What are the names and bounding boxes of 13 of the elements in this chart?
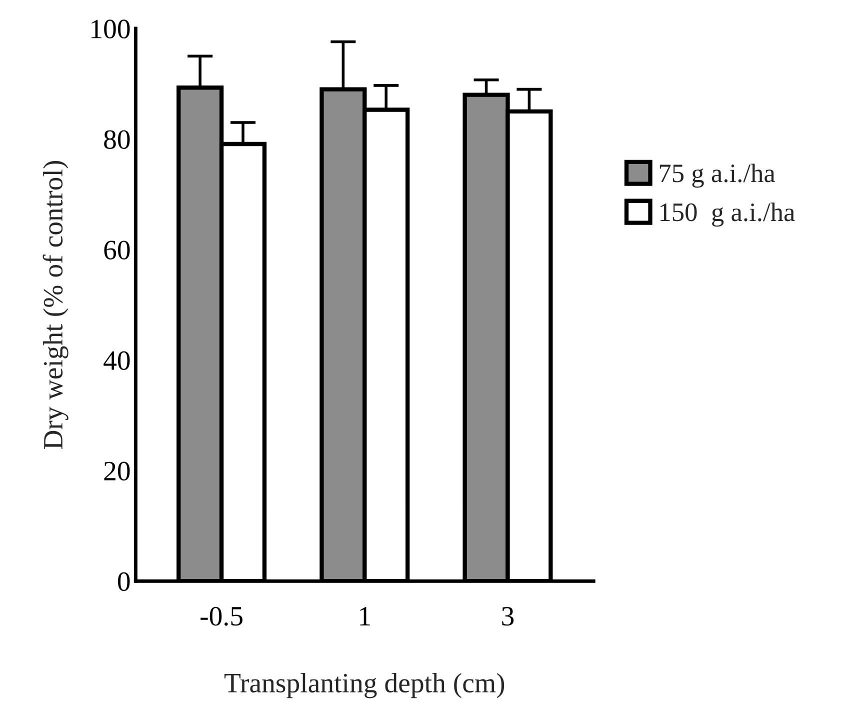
x-tick-label: 3 xyxy=(502,606,514,626)
y-tick-label: 80 xyxy=(104,130,130,149)
y-tick-label: 100 xyxy=(92,20,130,38)
y-tick-label: 0 xyxy=(118,572,130,592)
x-axis-title: Transplanting depth (cm) xyxy=(224,672,504,698)
y-tick-label: 60 xyxy=(104,240,130,260)
y-tick-label: 20 xyxy=(104,462,130,480)
x-tick-label: -0.5 xyxy=(200,606,242,626)
x-tick-label: 1 xyxy=(360,607,370,626)
legend-label: 150 g a.i./ha xyxy=(660,202,795,227)
y-axis-title: Dry weight (% of control) xyxy=(42,161,68,450)
legend-label: 75 g a.i./ha xyxy=(660,164,776,188)
y-tick-label: 40 xyxy=(104,351,130,370)
